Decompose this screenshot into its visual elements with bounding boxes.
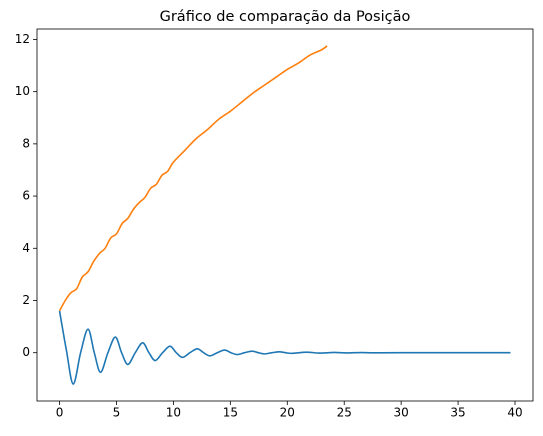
- x-tick-label: 5: [113, 406, 121, 420]
- x-tick-label: 20: [280, 406, 295, 420]
- series-line: [58, 45, 328, 312]
- chart-title: Gráfico de comparação da Posição: [160, 9, 411, 25]
- y-tick-label: 0: [22, 345, 30, 359]
- x-tick-label: 0: [56, 406, 64, 420]
- y-tick-label: 10: [15, 84, 30, 98]
- x-tick-label: 30: [394, 406, 409, 420]
- y-tick-label: 2: [22, 293, 30, 307]
- plot-frame: [36, 28, 534, 402]
- series-line: [58, 310, 511, 385]
- y-tick-label: 6: [22, 189, 30, 203]
- x-tick-label: 35: [450, 406, 465, 420]
- x-tick-label: 10: [166, 406, 181, 420]
- x-tick-label: 40: [507, 406, 522, 420]
- y-tick-label: 4: [22, 241, 30, 255]
- y-tick-label: 8: [22, 136, 30, 150]
- y-tick-label: 12: [15, 32, 30, 46]
- x-tick-label: 15: [223, 406, 238, 420]
- x-tick-label: 25: [337, 406, 352, 420]
